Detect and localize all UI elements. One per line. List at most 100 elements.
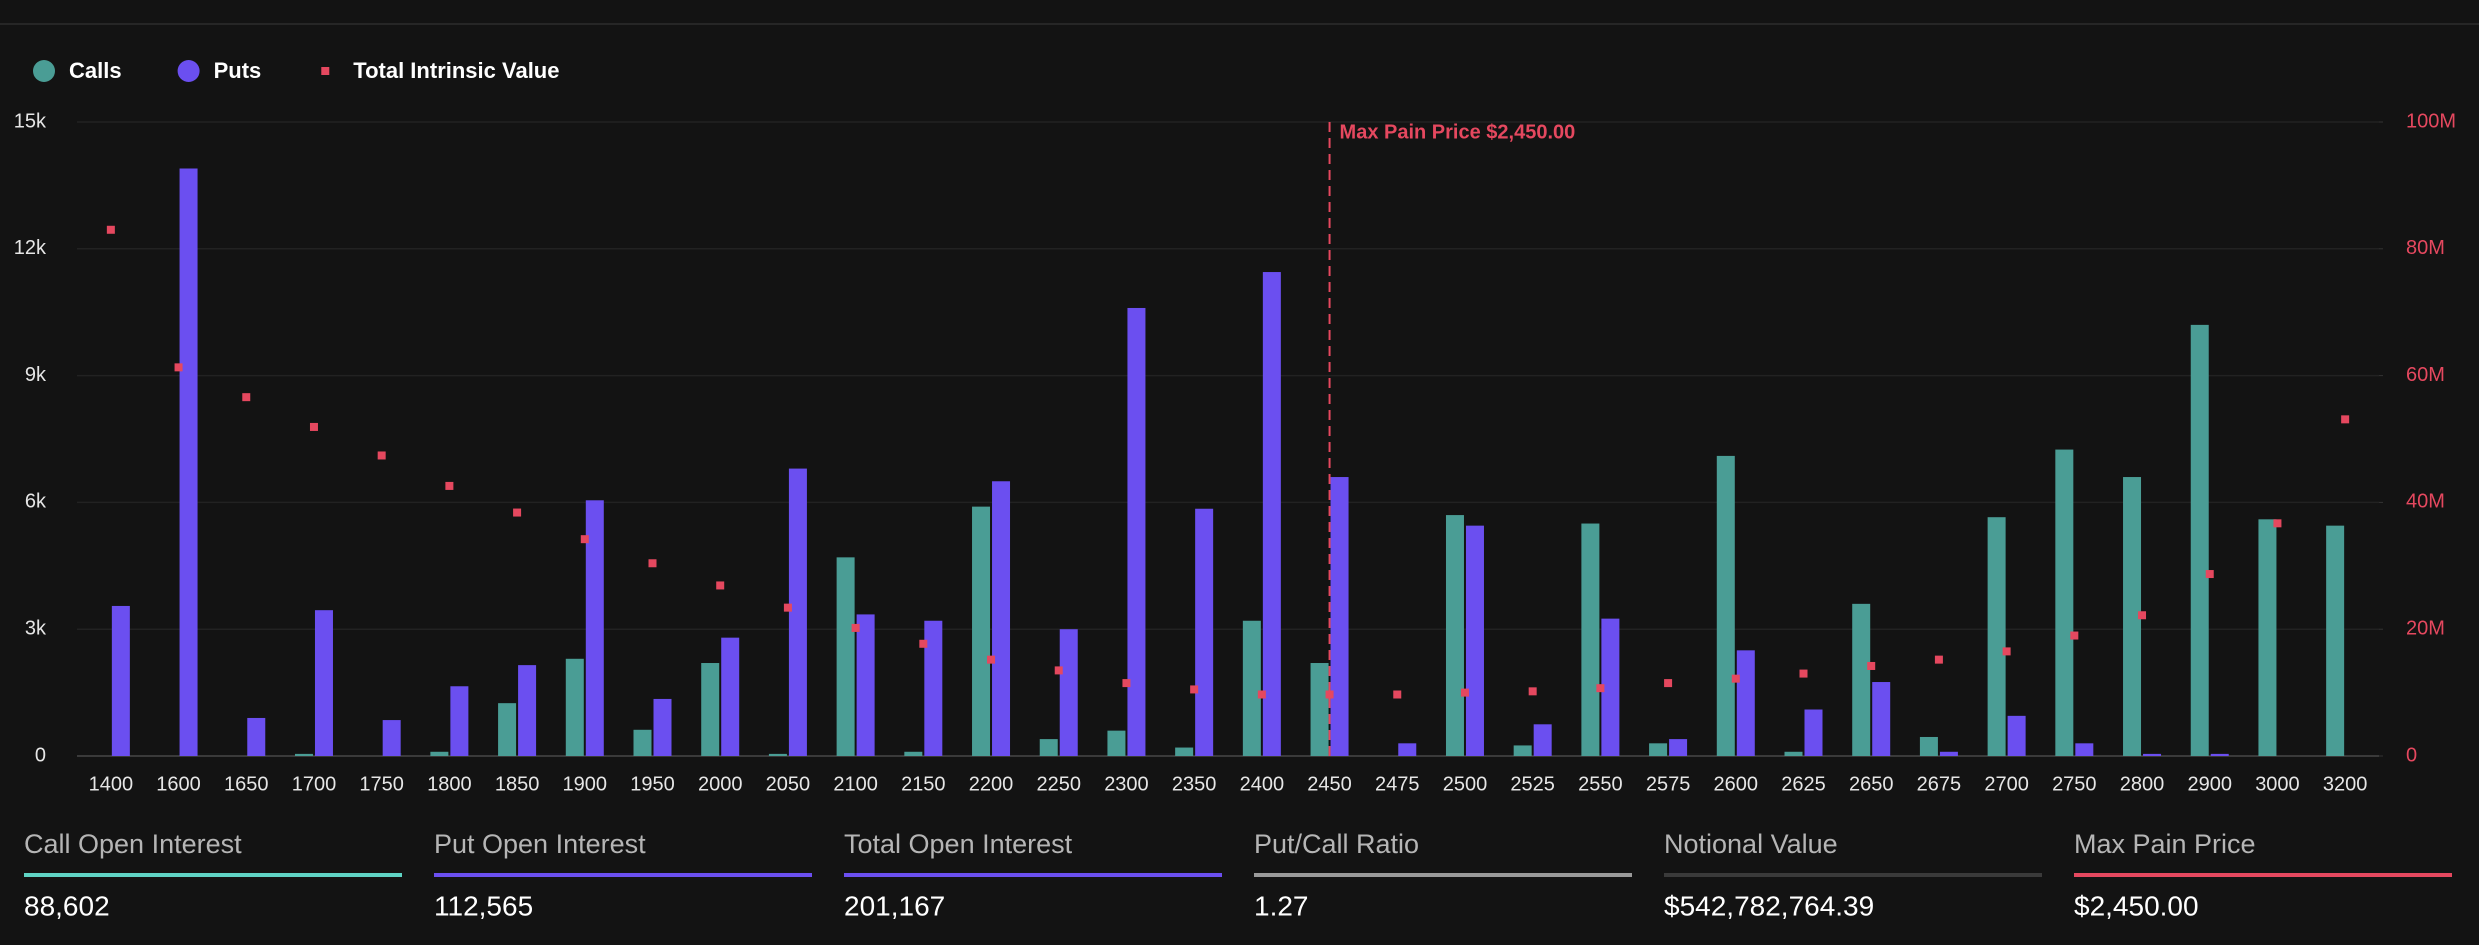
- stat-label: Put/Call Ratio: [1254, 829, 1419, 859]
- x-tick-label: 2000: [698, 773, 743, 795]
- x-tick-label: 2650: [1849, 773, 1894, 795]
- marker: [1325, 690, 1334, 699]
- stat-label: Put Open Interest: [434, 829, 646, 859]
- y2-tick-label: 40M: [2406, 491, 2445, 513]
- marker: [513, 508, 522, 517]
- bar: [1852, 603, 1871, 756]
- stat-value: 201,167: [844, 890, 945, 921]
- bar: [1398, 743, 1417, 756]
- marker: [1122, 679, 1131, 688]
- bar: [498, 703, 517, 756]
- bar: [430, 751, 449, 756]
- marker: [2002, 647, 2011, 656]
- stat-value: 88,602: [24, 890, 110, 921]
- bar: [701, 663, 720, 756]
- bar: [1669, 739, 1688, 756]
- legend-marker: [33, 60, 55, 82]
- bar: [768, 753, 787, 756]
- marker: [174, 363, 183, 372]
- bar: [856, 614, 875, 756]
- marker: [1460, 688, 1469, 697]
- y-tick-label: 0: [35, 744, 46, 766]
- bar: [1195, 508, 1214, 756]
- bar: [1513, 745, 1532, 756]
- stat-label: Max Pain Price: [2074, 829, 2256, 859]
- y2-tick-label: 80M: [2406, 237, 2445, 259]
- marker: [1528, 687, 1537, 696]
- marker: [1799, 669, 1808, 678]
- bar: [1939, 751, 1958, 756]
- y-tick-label: 15k: [14, 110, 47, 132]
- bar: [382, 720, 401, 756]
- x-tick-label: 1750: [359, 773, 404, 795]
- bar: [633, 729, 652, 756]
- bar: [1649, 743, 1668, 756]
- marker: [1393, 690, 1402, 699]
- bar: [972, 506, 991, 756]
- bar: [2055, 449, 2074, 756]
- bar: [2190, 324, 2209, 756]
- legend-marker: [321, 67, 330, 75]
- bar: [1987, 517, 2006, 756]
- y-tick-label: 9k: [25, 364, 47, 386]
- x-tick-label: 1400: [89, 773, 134, 795]
- x-tick-label: 2525: [1510, 773, 1555, 795]
- marker: [377, 451, 386, 460]
- y2-tick-label: 0: [2406, 744, 2417, 766]
- bar: [247, 717, 266, 756]
- bar: [2143, 753, 2162, 756]
- x-tick-label: 2625: [1781, 773, 1826, 795]
- bar: [1581, 523, 1600, 756]
- max-pain-label: Max Pain Price $2,450.00: [1340, 121, 1576, 143]
- bar: [1039, 739, 1058, 756]
- bar: [1262, 272, 1281, 756]
- bar: [518, 665, 537, 756]
- bar: [179, 168, 198, 756]
- marker: [1867, 661, 1876, 670]
- x-tick-label: 2700: [1984, 773, 2029, 795]
- bar: [314, 610, 333, 756]
- y-tick-label: 12k: [14, 237, 47, 259]
- y-tick-label: 6k: [25, 491, 47, 513]
- x-tick-label: 2800: [2120, 773, 2165, 795]
- bar: [1872, 682, 1891, 756]
- bar: [1175, 747, 1194, 756]
- bar: [1059, 629, 1078, 756]
- marker: [919, 639, 928, 648]
- bar: [2075, 743, 2094, 756]
- x-tick-label: 2900: [2187, 773, 2232, 795]
- bar: [2007, 715, 2026, 756]
- x-tick-label: 3200: [2323, 773, 2368, 795]
- marker: [1054, 666, 1063, 675]
- marker: [783, 603, 792, 612]
- x-tick-label: 2675: [1917, 773, 1962, 795]
- x-tick-label: 2450: [1307, 773, 1352, 795]
- bar: [2210, 753, 2229, 756]
- x-tick-label: 1850: [495, 773, 540, 795]
- y2-tick-label: 20M: [2406, 617, 2445, 639]
- legend-marker: [177, 60, 200, 82]
- marker: [309, 422, 318, 431]
- x-tick-label: 2550: [1578, 773, 1623, 795]
- bar: [721, 637, 740, 756]
- x-tick-label: 1700: [292, 773, 337, 795]
- bar: [1242, 620, 1261, 756]
- x-tick-label: 2500: [1443, 773, 1488, 795]
- legend-label: Calls: [69, 58, 122, 83]
- x-tick-label: 2400: [1240, 773, 1285, 795]
- x-tick-label: 1900: [563, 773, 608, 795]
- bar: [1533, 724, 1552, 756]
- marker: [445, 481, 454, 490]
- x-tick-label: 2575: [1646, 773, 1691, 795]
- x-tick-label: 2350: [1172, 773, 1217, 795]
- marker: [2341, 415, 2350, 424]
- bar: [904, 751, 923, 756]
- y2-tick-label: 60M: [2406, 364, 2445, 386]
- marker: [2070, 631, 2079, 640]
- x-tick-label: 2750: [2052, 773, 2097, 795]
- marker: [716, 581, 725, 590]
- marker: [242, 393, 251, 402]
- legend-label: Puts: [214, 58, 262, 83]
- x-tick-label: 1600: [156, 773, 201, 795]
